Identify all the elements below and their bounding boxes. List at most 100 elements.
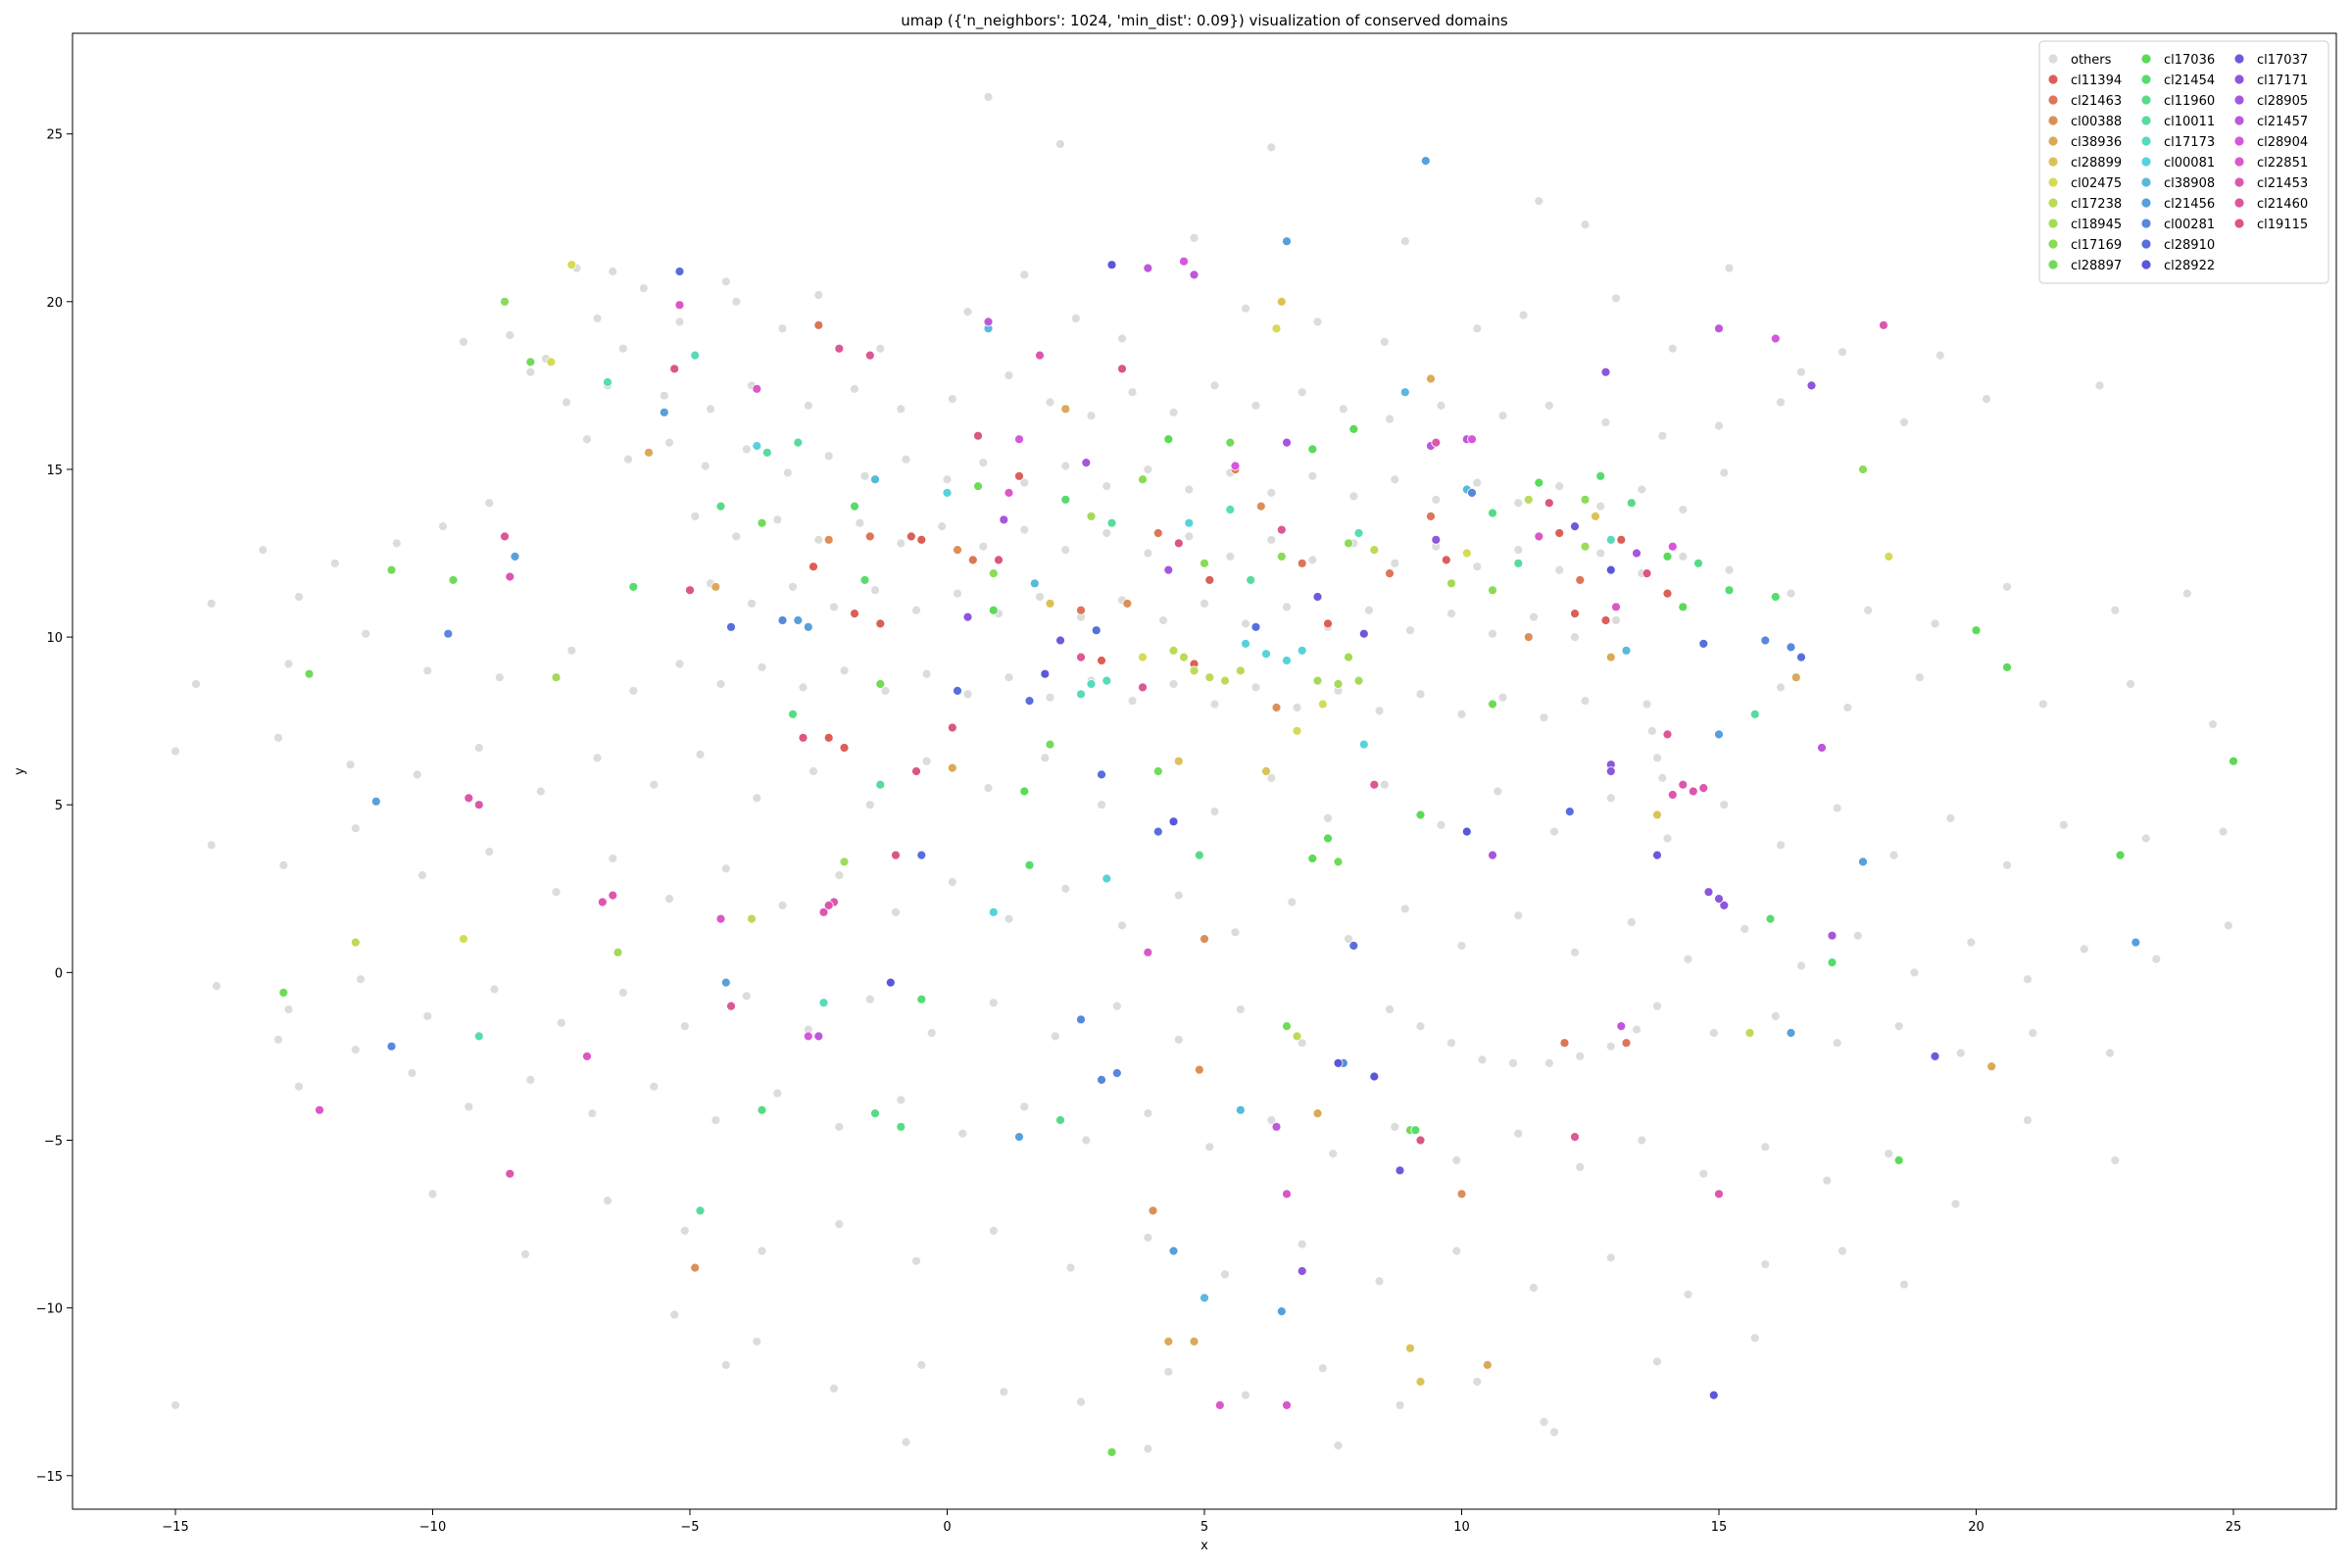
point-cl21457 xyxy=(983,317,994,327)
point-cl17169 xyxy=(1488,585,1497,596)
point-cl18945 xyxy=(839,857,850,867)
legend-marker xyxy=(2047,197,2059,209)
point-cl28899 xyxy=(1045,599,1055,609)
point-others xyxy=(1611,615,1621,625)
point-others xyxy=(1642,699,1652,710)
point-others xyxy=(1770,1011,1781,1021)
point-cl11960 xyxy=(1693,558,1703,568)
legend-item-cl17036: cl17036 xyxy=(2140,53,2215,68)
point-cl28905 xyxy=(1163,564,1174,575)
point-others xyxy=(664,894,674,904)
point-cl28897 xyxy=(1045,739,1055,750)
point-others xyxy=(690,512,701,521)
point-others xyxy=(1760,1259,1771,1269)
point-others xyxy=(1652,1001,1662,1011)
point-others xyxy=(1570,947,1580,957)
point-cl02475 xyxy=(1884,552,1894,562)
point-others xyxy=(1518,310,1529,320)
point-others xyxy=(1200,599,1209,609)
point-cl28897 xyxy=(386,564,397,575)
point-others xyxy=(999,1387,1009,1397)
point-others xyxy=(916,1359,927,1370)
point-cl17171 xyxy=(1719,901,1730,910)
point-cl17169 xyxy=(1276,552,1287,562)
legend-marker xyxy=(2233,53,2245,65)
point-cl28899 xyxy=(1261,766,1271,776)
point-cl19115 xyxy=(1415,1135,1426,1146)
point-cl11394 xyxy=(1014,470,1024,481)
point-others xyxy=(2002,859,2012,870)
point-others xyxy=(1832,1038,1842,1049)
series-cl21454 xyxy=(628,470,1838,1136)
point-others xyxy=(901,454,911,465)
point-cl17037 xyxy=(1312,592,1323,602)
point-cl11960 xyxy=(1055,1115,1065,1125)
point-cl28899 xyxy=(1652,809,1662,820)
legend-label: cl28904 xyxy=(2257,135,2308,150)
point-cl28910 xyxy=(953,686,962,696)
point-cl17171 xyxy=(1605,766,1616,776)
point-cl17171 xyxy=(962,612,973,622)
point-cl18945 xyxy=(1086,512,1097,521)
point-others xyxy=(2151,954,2162,964)
point-cl38936 xyxy=(1482,1359,1493,1370)
point-cl21456 xyxy=(1786,1028,1796,1038)
point-others xyxy=(803,400,813,411)
point-cl17037 xyxy=(1055,635,1065,646)
point-others xyxy=(1472,323,1483,334)
point-others xyxy=(1364,605,1374,615)
point-cl17173 xyxy=(1605,534,1616,545)
x-tick-label: 25 xyxy=(2226,1520,2242,1535)
x-tick-label: 5 xyxy=(1200,1520,1208,1535)
point-others xyxy=(834,870,845,880)
point-cl11960 xyxy=(870,1108,880,1118)
point-others xyxy=(674,317,685,327)
point-others xyxy=(1796,960,1806,971)
point-others xyxy=(700,461,710,471)
point-others xyxy=(947,877,957,887)
point-others xyxy=(1595,501,1606,512)
point-cl10011 xyxy=(1513,558,1524,568)
point-others xyxy=(1266,534,1277,545)
point-others xyxy=(1497,411,1508,421)
point-others xyxy=(628,686,639,696)
point-cl38908 xyxy=(870,474,880,485)
x-tick-label: 15 xyxy=(1711,1520,1728,1535)
point-cl21460 xyxy=(1662,729,1673,740)
point-others xyxy=(1575,1162,1586,1172)
point-others xyxy=(484,498,495,509)
point-cl38936 xyxy=(1605,652,1616,662)
point-others xyxy=(1611,293,1621,304)
point-others xyxy=(1035,592,1045,602)
point-cl00388 xyxy=(1200,934,1209,944)
legend-label: cl17169 xyxy=(2071,238,2122,253)
point-cl21460 xyxy=(500,531,510,542)
legend-label: cl21457 xyxy=(2257,115,2308,129)
point-cl38936 xyxy=(1986,1061,1997,1072)
point-cl11394 xyxy=(1323,618,1333,629)
point-cl28910 xyxy=(1564,807,1575,816)
point-cl28899 xyxy=(1173,756,1184,766)
point-others xyxy=(1899,1279,1909,1290)
point-others xyxy=(1966,937,1977,948)
point-others xyxy=(350,1045,361,1054)
point-cl00388 xyxy=(1523,632,1534,642)
point-others xyxy=(1678,505,1689,514)
point-cl38908 xyxy=(1399,387,1410,398)
legend-item-cl21457: cl21457 xyxy=(2233,115,2308,129)
point-cl17171 xyxy=(1600,367,1611,377)
point-others xyxy=(1127,387,1138,398)
point-cl28922 xyxy=(885,977,896,988)
point-cl17036 xyxy=(1163,434,1174,445)
point-others xyxy=(757,1246,767,1256)
point-cl17169 xyxy=(1344,538,1353,549)
legend-item-cl22851: cl22851 xyxy=(2233,156,2308,171)
point-others xyxy=(1760,1142,1771,1152)
point-cl21463 xyxy=(1559,1038,1570,1049)
point-others xyxy=(1888,850,1899,860)
point-others xyxy=(649,1081,660,1092)
point-others xyxy=(1102,481,1112,492)
legend-label: cl21463 xyxy=(2071,94,2122,109)
point-others xyxy=(345,760,356,770)
point-cl28904 xyxy=(1467,434,1477,445)
